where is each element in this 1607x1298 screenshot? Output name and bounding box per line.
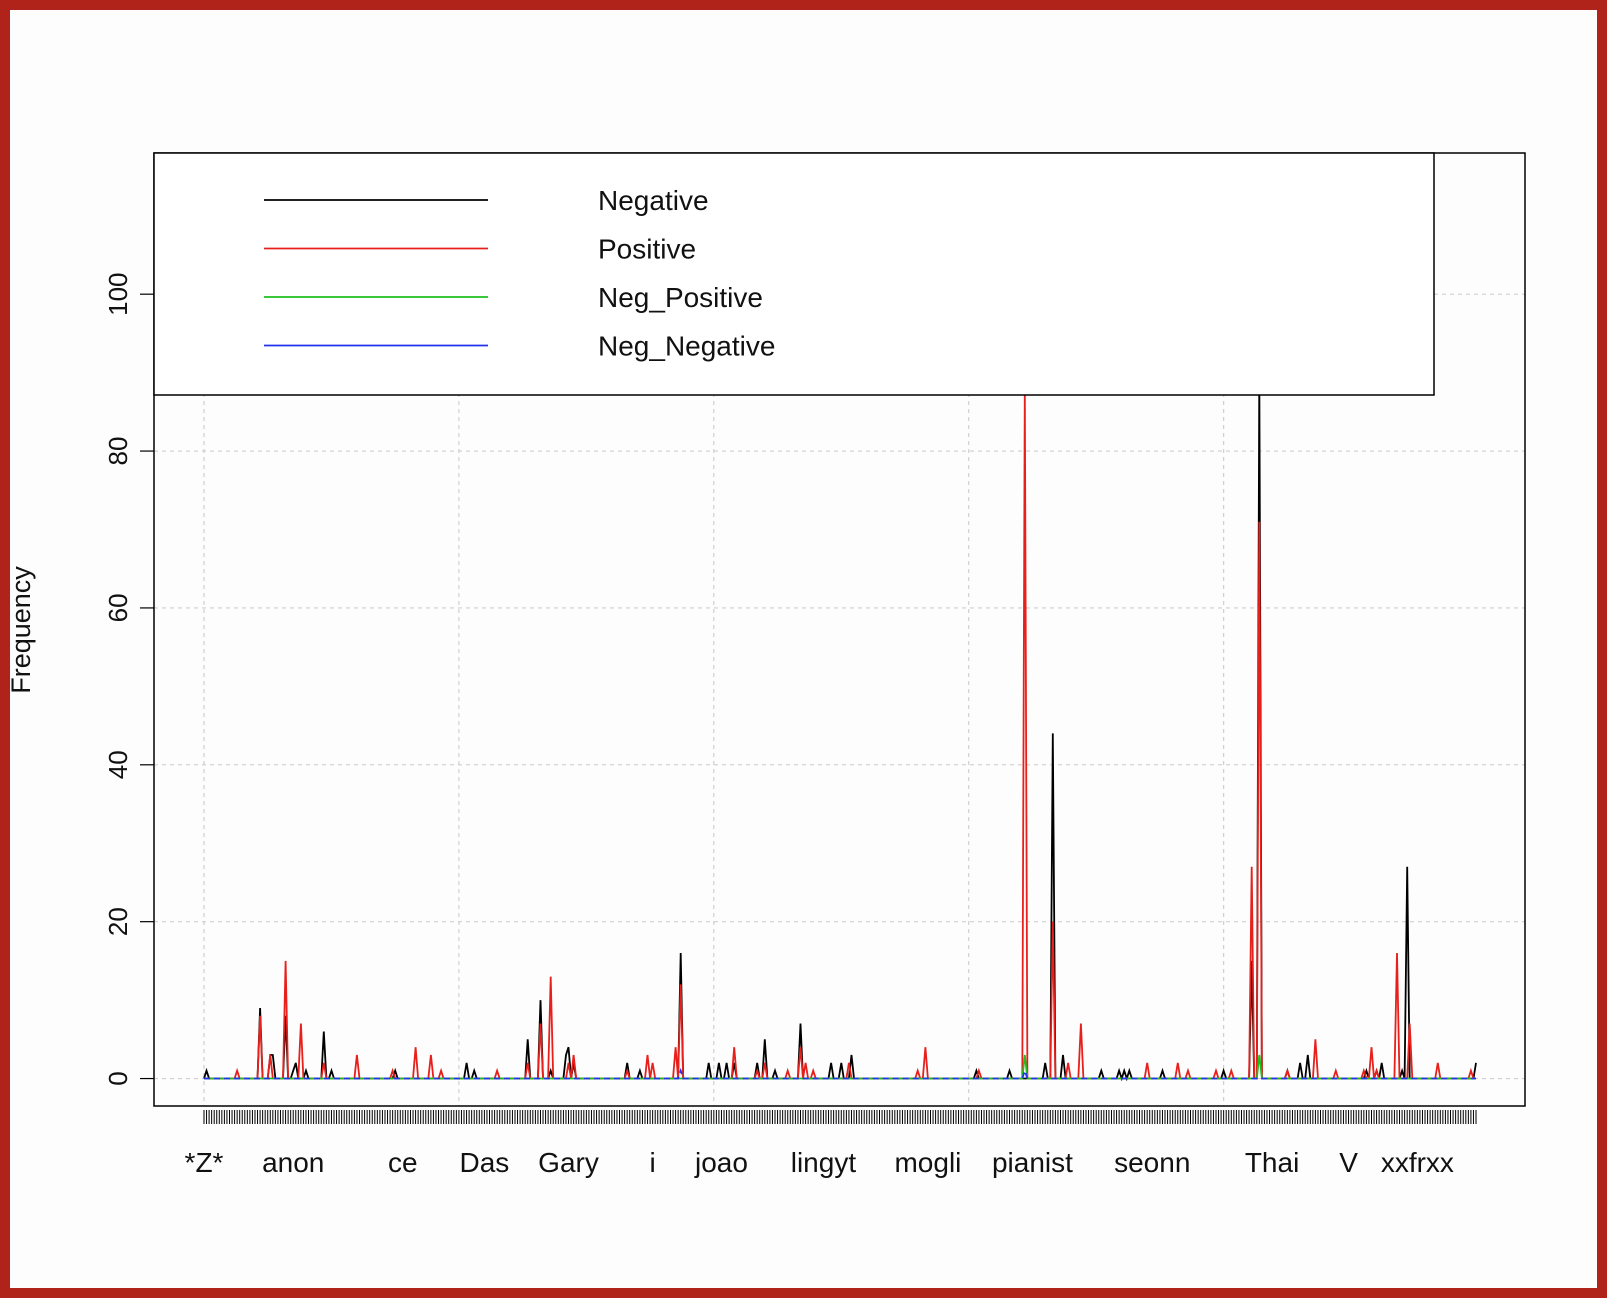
x-tick-label: xxfrxx (1381, 1147, 1454, 1178)
x-tick-label: V (1339, 1147, 1358, 1178)
y-tick-label: 60 (103, 593, 133, 622)
y-axis-title: Frequency (6, 566, 36, 694)
x-tick-label: lingyt (791, 1147, 857, 1178)
x-tick-label: Thai (1245, 1147, 1299, 1178)
legend-box (153, 152, 1435, 396)
y-axis: 0 20 40 60 80 100 (103, 272, 154, 1086)
y-tick-label: 100 (103, 272, 133, 315)
legend-label: Neg_Negative (598, 331, 775, 362)
y-tick-label: 20 (103, 907, 133, 936)
x-tick-label: anon (262, 1147, 324, 1178)
series-line-positive (204, 388, 1476, 1080)
legend-label: Negative (598, 185, 709, 216)
x-tick-label: joao (694, 1147, 748, 1178)
legend-label: Positive (598, 234, 696, 265)
x-tick-label: Das (460, 1147, 510, 1178)
series-line-neg-negative (204, 1067, 1476, 1080)
grid-lines (154, 153, 1525, 1106)
legend: Negative Positive Neg_Positive Neg_Negative (153, 152, 1435, 396)
y-tick-label: 80 (103, 437, 133, 466)
series-lines (203, 372, 1477, 1082)
x-tick-label: mogli (894, 1147, 961, 1178)
x-tick-label: pianist (992, 1147, 1073, 1178)
x-tick-label: ce (388, 1147, 418, 1178)
y-tick-label: 0 (103, 1071, 133, 1085)
x-tick-label: i (650, 1147, 656, 1178)
legend-label: Neg_Positive (598, 282, 763, 313)
x-axis: *Z* anon ce Das Gary i joao lingyt mogli pianist s… (185, 1110, 1477, 1178)
x-tick-label: Gary (538, 1147, 599, 1178)
y-tick-label: 40 (103, 750, 133, 779)
x-tick-label: seonn (1114, 1147, 1190, 1178)
x-tick-label: *Z* (185, 1147, 224, 1178)
series-line-negative (203, 372, 1477, 1082)
